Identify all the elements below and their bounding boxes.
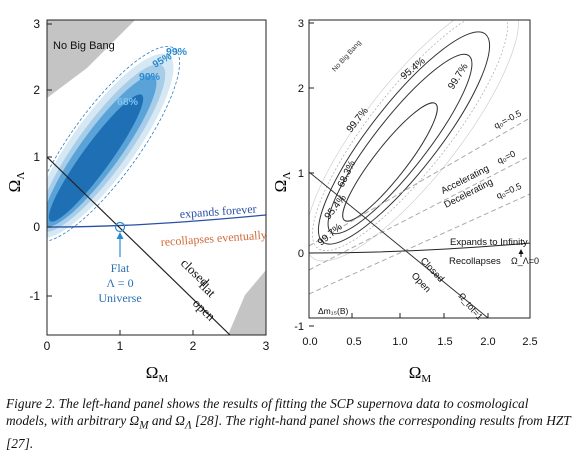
q0-m05-label: q₀=-0.5 [492,108,523,131]
q0-05-label: q₀=0.5 [495,181,523,201]
dm15-label: Δm₁₅(B) [318,306,349,316]
shaded-region-bottom-right [228,270,266,335]
label-95-4-top: 95.4% [399,56,428,83]
right-ytick-m1: -1 [294,321,304,333]
label-99: 99% [166,46,188,58]
flat-marker-label-1: Flat [111,261,130,275]
right-y-axis-label: ΩΛ [271,172,293,193]
right-xtick-2: 1.0 [392,336,407,348]
caption-text-2: and [148,413,176,428]
left-y-axis-label: ΩΛ [5,172,27,193]
label-99-7-top: 99.7% [446,62,470,92]
contour-99-7-right [317,31,491,245]
flat-universe-marker [114,221,126,233]
label-68: 68% [117,96,139,108]
contour-95-4-right [327,53,473,235]
right-plot-frame [308,19,531,319]
left-x-axis-label: ΩM [146,363,169,385]
right-x-axis-label: ΩM [409,363,432,385]
flat-marker-label-3: Universe [98,291,141,305]
omega-tot-label: Ω_tot=1 [456,291,484,322]
left-ytick-1: 1 [33,150,40,164]
omega-lambda-zero-label: Ω_Λ=0 [511,256,539,266]
recollapses-label: recollapses eventually [160,228,267,249]
right-ytick-0: 0 [298,248,304,260]
expand-recollapse-line [47,214,266,228]
right-panel: 0.0 0.5 1.0 1.5 2.0 2.5 -1 0 1 2 3 ΩM ΩΛ… [271,18,539,385]
q0-05-line [309,193,530,295]
left-xtick-3: 3 [263,339,270,353]
no-big-bang-label-right: No Big Bang [331,39,363,73]
right-ytick-1: 1 [298,168,304,180]
right-ytick-3: 3 [298,18,304,30]
right-xtick-5: 2.5 [522,336,537,348]
right-xtick-0: 0.0 [302,336,317,348]
right-ytick-2: 2 [298,83,304,95]
figure-caption: Figure 2. The left-hand panel shows the … [6,395,572,452]
omega-m-subscript: M [139,419,149,432]
left-ytick-0: 0 [33,220,40,234]
caption-text-1: Figure 2. The left-hand panel shows the … [6,396,532,428]
right-xtick-4: 2.0 [480,336,495,348]
caption-text-3: [28]. The right-hand panel shows the cor… [6,413,574,451]
label-95-4-lower: 95.4% [323,193,349,222]
expands-recollapses-line-right [309,242,530,254]
left-panel: 0 1 2 3 -1 0 1 2 3 ΩM ΩΛ No Big Bang 99%… [5,17,270,385]
left-xtick-1: 1 [117,339,124,353]
contour-68-left [48,94,144,222]
left-xtick-0: 0 [44,339,51,353]
contour-68-3-right [342,102,438,222]
expands-forever-label: expands forever [179,202,257,221]
q0-0-label: q₀=0 [495,148,516,165]
left-ytick-3: 3 [33,17,40,31]
right-xtick-3: 1.5 [437,336,452,348]
flat-marker-label-2: Λ = 0 [106,276,133,290]
q0-m05-line [309,117,530,247]
no-big-bang-label-left: No Big Bang [53,40,115,52]
right-xtick-1: 0.5 [346,336,361,348]
expands-to-infinity-label: Expands to Infinity [450,237,528,248]
label-90: 90% [139,71,161,83]
left-plot-frame [46,19,267,336]
left-ytick-m1: -1 [29,289,40,303]
q0-0-line [309,155,530,271]
left-ytick-2: 2 [33,83,40,97]
omega-lambda-symbol: Ω [175,413,185,428]
no-big-bang-region-left [47,20,135,98]
omega-tot-line [309,171,489,318]
omega-m-symbol: Ω [129,413,140,428]
figure: 0 1 2 3 -1 0 1 2 3 ΩM ΩΛ No Big Bang 99%… [5,17,539,385]
flat-universe-line-left [47,156,231,335]
left-xtick-2: 2 [190,339,197,353]
omega-lambda-subscript: Λ [184,419,192,432]
recollapses-label-right: Recollapses [449,256,501,267]
